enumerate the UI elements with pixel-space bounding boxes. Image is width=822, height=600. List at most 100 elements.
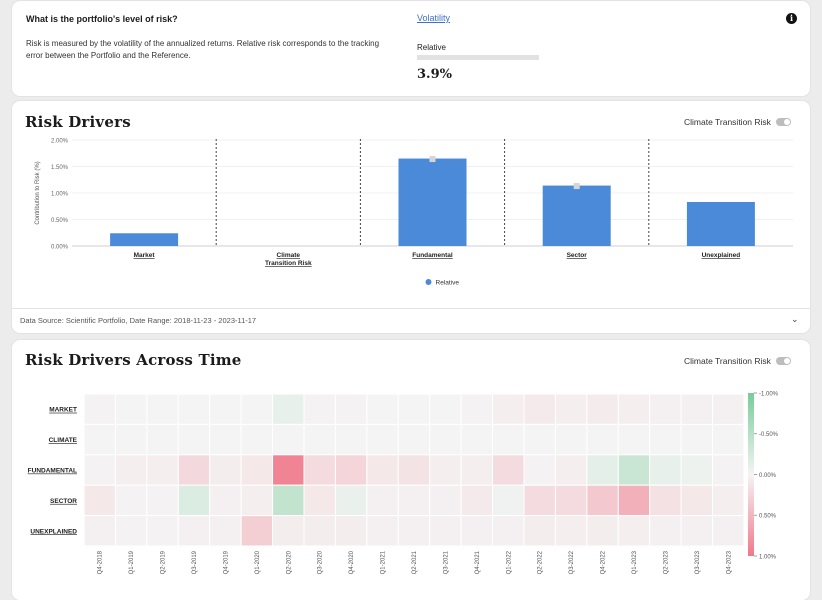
row-label: MARKET [49, 407, 77, 414]
heatmap-cell [366, 393, 399, 425]
heatmap-cell [523, 484, 556, 517]
heatmap-cell [554, 454, 588, 486]
row-label: SECTOR [50, 498, 77, 505]
heatmap-cell [303, 484, 336, 517]
heatmap-cell [146, 393, 179, 425]
heatmap-cell [240, 454, 274, 486]
x-category-label: Climate [277, 252, 301, 259]
heatmap-cell [460, 393, 494, 425]
heatmap-cell [460, 423, 494, 456]
heatmap-cell [554, 484, 588, 517]
x-category-label: Unexplained [702, 252, 741, 259]
chevron-down-icon[interactable]: ⌄ [791, 314, 799, 324]
heatmap-cell [680, 393, 714, 425]
x-category-label: Market [134, 252, 156, 259]
volatility-link[interactable]: Volatility [417, 13, 451, 23]
relative-progress-bar [417, 55, 539, 60]
heatmap-cell [397, 393, 431, 425]
column-label: Q1-2020 [255, 550, 261, 574]
heatmap-cell [680, 515, 714, 547]
toggle-switch-icon[interactable] [775, 357, 791, 365]
relative-value: 3.9% [417, 67, 452, 82]
column-label: Q1-2019 [129, 550, 135, 574]
heatmap-cell [586, 515, 619, 547]
heatmap-cell [554, 393, 588, 425]
column-label: Q3-2021 [443, 550, 449, 574]
heatmap-cell [523, 423, 556, 456]
bar [542, 185, 611, 246]
heatmap-cell [240, 515, 274, 547]
heatmap-cell [83, 393, 116, 425]
column-label: Q1-2023 [632, 550, 638, 574]
column-label: Q1-2022 [506, 550, 512, 574]
risk-drivers-card: Risk Drivers Climate Transition Risk 0.0… [12, 101, 810, 333]
heatmap-cell [460, 454, 494, 486]
bar [110, 233, 179, 246]
heatmap-cell [617, 454, 651, 486]
y-tick-label: 1.00% [51, 192, 69, 198]
heatmap-cell [177, 454, 211, 486]
heatmap-cell [523, 393, 556, 425]
heatmap-cell [712, 454, 745, 486]
heatmap-cell [240, 423, 274, 456]
heatmap-cell [146, 484, 179, 517]
heatmap-cell [114, 423, 148, 456]
heatmap-cell [177, 484, 211, 517]
scale-tick-label: 0.00% [759, 473, 777, 479]
row-label: FUNDAMENTAL [28, 468, 77, 475]
heatmap-cell [272, 515, 305, 547]
bar [398, 158, 467, 246]
heatmap-cell [272, 454, 305, 486]
info-icon[interactable]: i [786, 13, 797, 24]
heatmap-cell [523, 454, 556, 486]
bar [686, 202, 755, 246]
footer-divider [12, 308, 810, 309]
heatmap-cell [209, 423, 242, 456]
heatmap-cell [649, 515, 682, 547]
heatmap-cell [334, 515, 368, 547]
heatmap-cell [366, 484, 399, 517]
climate-toggle-time[interactable]: Climate Transition Risk [684, 356, 791, 366]
column-label: Q3-2023 [695, 550, 701, 574]
risk-drivers-title: Risk Drivers [25, 113, 131, 131]
scale-tick-label: -0.50% [759, 432, 779, 438]
heatmap-cell [397, 515, 431, 547]
heatmap-cell [492, 423, 525, 456]
heatmap-cell [114, 454, 148, 486]
heatmap-cell [334, 454, 368, 486]
heatmap-cell [649, 393, 682, 425]
heatmap-cell [680, 484, 714, 517]
heatmap-cell [460, 484, 494, 517]
heatmap-cell [177, 515, 211, 547]
climate-toggle-drivers[interactable]: Climate Transition Risk [684, 117, 791, 127]
row-label: CLIMATE [49, 437, 78, 444]
heatmap-cell [649, 484, 682, 517]
scale-tick-label: -1.00% [759, 391, 779, 397]
x-category-label: Sector [567, 252, 588, 259]
heatmap-cell [397, 484, 431, 517]
heatmap-cell [429, 423, 462, 456]
heatmap-cell [83, 484, 116, 517]
heatmap-cell [429, 454, 462, 486]
heatmap-cell [429, 484, 462, 517]
heatmap-cell [492, 484, 525, 517]
heatmap-cell [177, 393, 211, 425]
heatmap-cell [586, 454, 619, 486]
column-label: Q4-2023 [726, 550, 732, 574]
color-scale-bar [748, 393, 754, 556]
error-marker [429, 156, 436, 163]
heatmap-cell [397, 454, 431, 486]
heatmap-cell [334, 484, 368, 517]
climate-toggle-label: Climate Transition Risk [684, 117, 771, 127]
column-label: Q1-2021 [381, 550, 387, 574]
column-label: Q2-2022 [538, 550, 544, 574]
heatmap-cell [680, 423, 714, 456]
heatmap-cell [492, 515, 525, 547]
heatmap-cell [680, 454, 714, 486]
heatmap-cell [83, 454, 116, 486]
heatmap-cell [272, 393, 305, 425]
y-tick-label: 1.50% [51, 165, 69, 171]
heatmap-cell [554, 515, 588, 547]
toggle-switch-icon[interactable] [775, 118, 791, 126]
heatmap-cell [617, 484, 651, 517]
